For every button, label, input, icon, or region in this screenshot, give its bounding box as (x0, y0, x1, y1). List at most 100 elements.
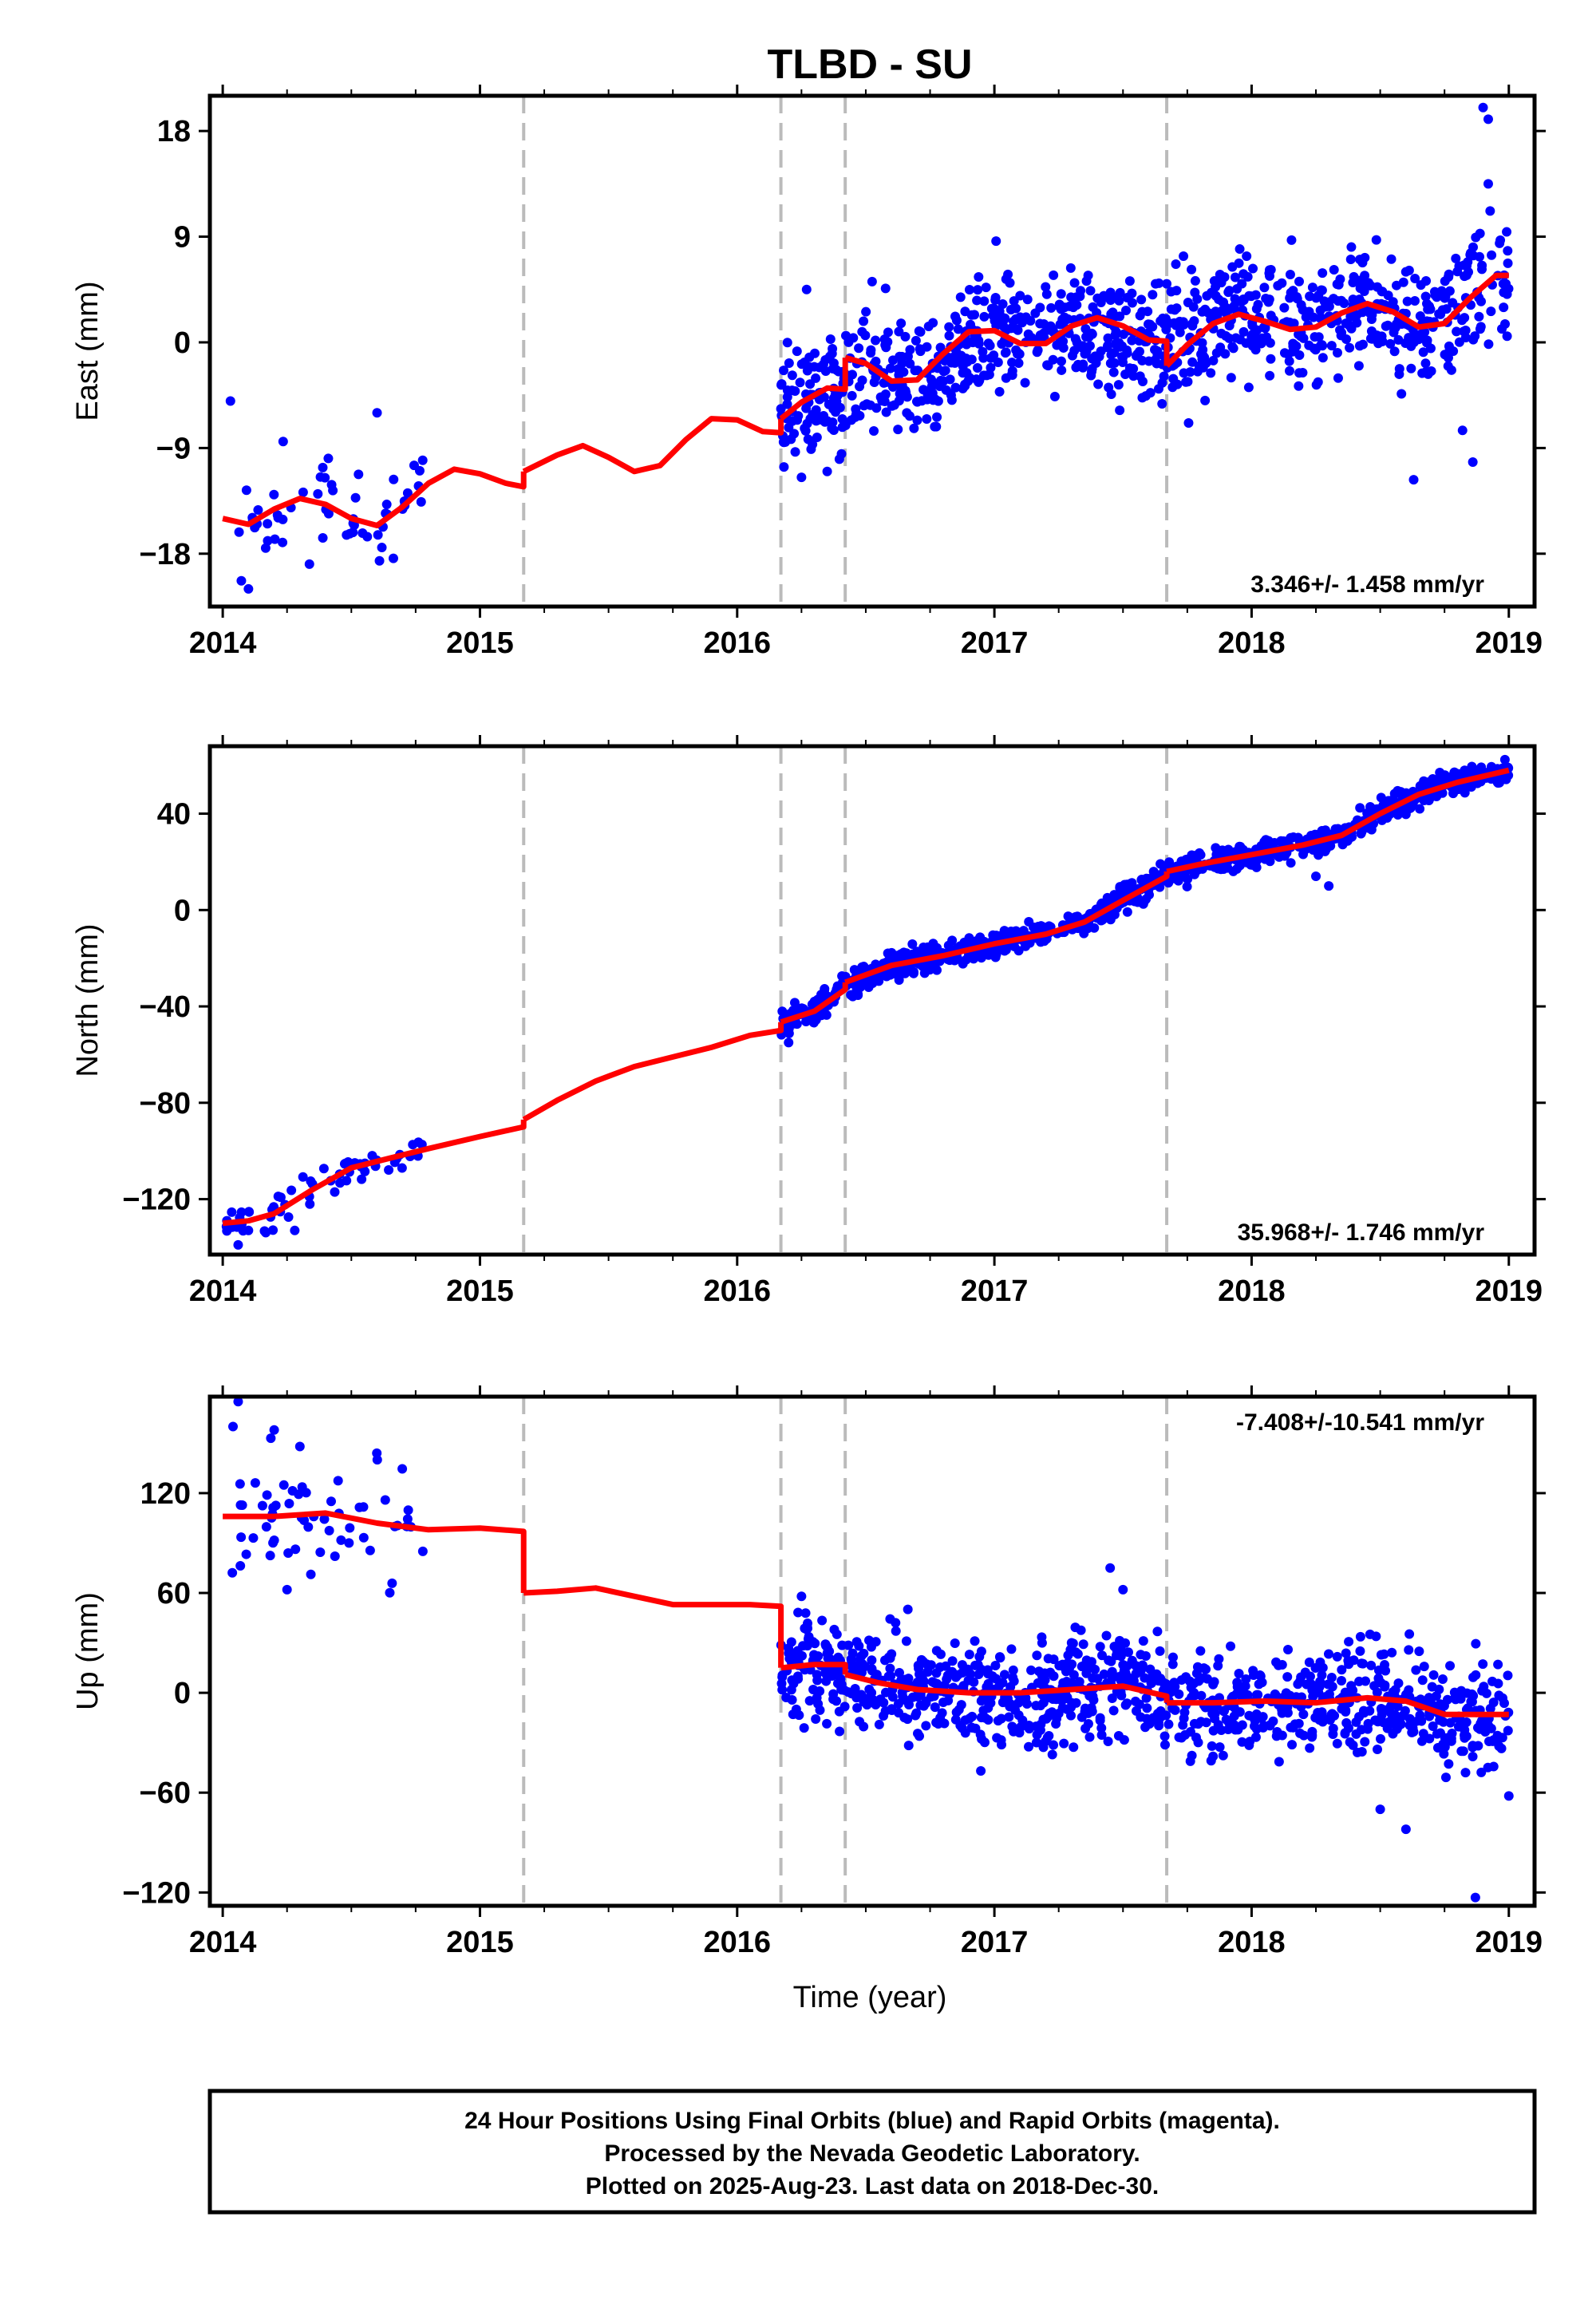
data-point (911, 335, 921, 346)
data-point (397, 1163, 407, 1173)
y-axis-label: Up (mm) (71, 1592, 105, 1710)
data-point (1355, 1631, 1365, 1642)
y-tick-label: 0 (174, 326, 191, 360)
data-point (943, 940, 954, 951)
data-point (805, 413, 816, 424)
data-point (1103, 1737, 1113, 1747)
x-tick-label: 2014 (189, 1275, 257, 1308)
data-point (1243, 382, 1254, 393)
data-point (859, 316, 869, 326)
data-point (1141, 873, 1152, 883)
data-point (1092, 307, 1102, 318)
data-point (1329, 264, 1339, 275)
data-point (1337, 1676, 1347, 1686)
data-point (1411, 1665, 1421, 1675)
data-point (1124, 363, 1135, 373)
data-point (1041, 282, 1051, 292)
data-point (1304, 1657, 1314, 1667)
data-point (1131, 1661, 1141, 1671)
data-point (891, 1626, 901, 1636)
data-point (1435, 1699, 1445, 1709)
data-point (1282, 1672, 1293, 1682)
data-point (903, 1674, 914, 1684)
data-point (1069, 278, 1080, 288)
data-point (1218, 1750, 1228, 1761)
data-point (1041, 1713, 1052, 1724)
data-point (782, 338, 792, 348)
data-point (1467, 1689, 1477, 1699)
data-point (1475, 228, 1485, 239)
data-point (1448, 298, 1458, 308)
data-point (1140, 1673, 1150, 1683)
data-point (1170, 305, 1180, 315)
data-point (1008, 1665, 1018, 1675)
data-point (1219, 272, 1230, 283)
data-point (1443, 361, 1453, 371)
data-point (1191, 1668, 1202, 1678)
data-point (1428, 1670, 1439, 1680)
data-point (1311, 293, 1321, 303)
data-point (1244, 290, 1254, 301)
data-point (869, 426, 879, 437)
data-point (306, 1569, 316, 1579)
data-point (241, 1549, 251, 1559)
data-point (1187, 1692, 1197, 1702)
data-point (895, 351, 905, 362)
data-point (796, 1650, 807, 1661)
data-point (1187, 264, 1197, 275)
data-point (1310, 345, 1321, 355)
data-point (944, 330, 954, 341)
data-point (1141, 1693, 1152, 1703)
data-point (889, 400, 899, 410)
data-point (1159, 1731, 1170, 1741)
data-point (789, 998, 800, 1008)
data-point (265, 1551, 275, 1561)
data-point (1393, 1721, 1404, 1732)
data-point (1179, 251, 1189, 262)
data-point (1471, 1638, 1481, 1649)
data-point (269, 1425, 279, 1435)
y-tick-label: 60 (157, 1577, 191, 1611)
data-point (319, 1514, 330, 1524)
data-point (233, 1397, 243, 1407)
data-point (967, 1723, 978, 1733)
data-point (1122, 1698, 1132, 1709)
data-point (862, 399, 872, 409)
data-point (854, 343, 864, 354)
data-point (968, 338, 978, 348)
data-point (776, 404, 786, 414)
data-point (1072, 300, 1082, 310)
data-point (1070, 1622, 1080, 1633)
data-point (1476, 1716, 1487, 1726)
data-point (367, 1151, 377, 1161)
data-point (1228, 866, 1238, 876)
data-point (1238, 1682, 1248, 1693)
data-point (1274, 1757, 1284, 1767)
data-point (1066, 292, 1077, 302)
data-point (903, 1741, 914, 1751)
data-point (326, 1496, 336, 1507)
data-point (1122, 907, 1132, 917)
data-point (1270, 1689, 1280, 1699)
data-point (1386, 1708, 1396, 1718)
data-point (1377, 815, 1387, 825)
data-point (792, 346, 802, 357)
data-point (981, 283, 991, 293)
data-point (1406, 1719, 1416, 1729)
data-point (795, 377, 805, 388)
data-point (1227, 1691, 1238, 1701)
data-point (1503, 246, 1513, 256)
data-point (871, 959, 881, 970)
data-point (964, 373, 974, 383)
data-point (1159, 1740, 1170, 1750)
data-point (1351, 1729, 1361, 1739)
data-point (979, 311, 990, 322)
y-tick-label: 120 (140, 1477, 191, 1511)
data-point (1049, 391, 1060, 401)
data-point (1366, 1660, 1377, 1670)
data-point (283, 1211, 294, 1222)
data-point (234, 527, 244, 537)
data-point (417, 1546, 428, 1556)
data-point (1026, 1665, 1037, 1675)
panel-2: 2014 2015 2016 2017 2018 2019 40 0 −40 −80 −120 Nor… (71, 735, 1546, 1308)
